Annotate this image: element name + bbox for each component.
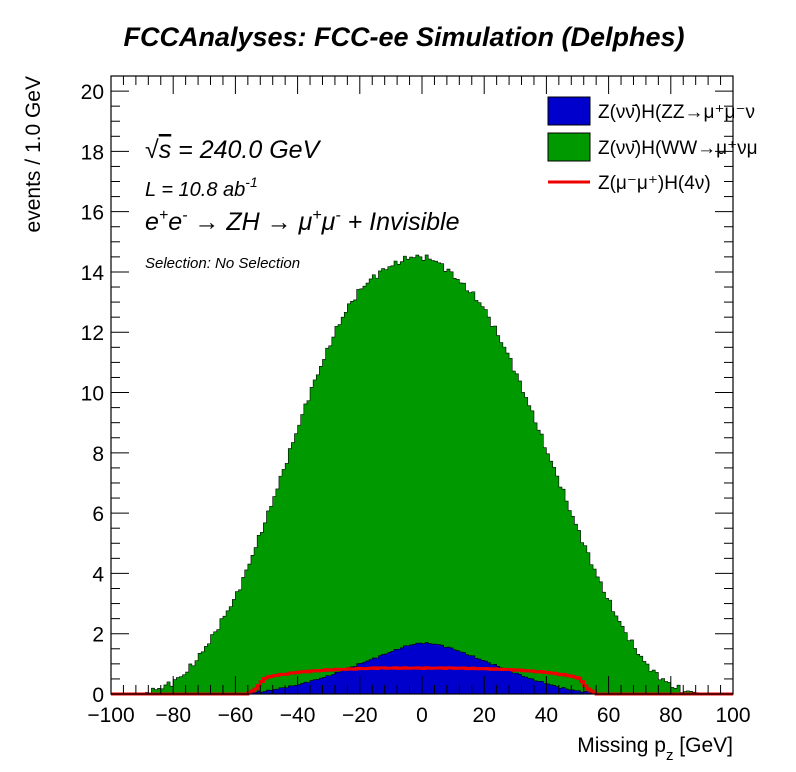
annotation-selection: Selection: No Selection: [145, 255, 300, 272]
x-tick-label: 40: [535, 704, 558, 727]
x-tick-label: −80: [155, 704, 191, 727]
legend: Z(νν̄)H(ZZ→μ⁺μ⁻ν Z(νν̄)H(WW→μ⁺νμ Z(μ⁻μ⁺)…: [547, 96, 758, 194]
annotation-process: e+e- → ZH → μ+μ- + Invisible: [145, 207, 459, 236]
legend-label-4nu: Z(μ⁻μ⁺)H(4ν): [598, 173, 711, 194]
chart-title: FCCAnalyses: FCC-ee Simulation (Delphes): [123, 22, 684, 52]
annotation-lumi: L = 10.8 ab-1: [145, 174, 258, 201]
x-tick-label: 80: [659, 704, 682, 727]
legend-label-zz: Z(νν̄)H(ZZ→μ⁺μ⁻ν: [598, 102, 755, 123]
histogram-series: [111, 254, 733, 696]
y-tick-label: 10: [81, 383, 104, 406]
y-tick-label: 2: [92, 624, 104, 647]
x-tick-label: 0: [416, 704, 428, 727]
x-tick-label: 60: [597, 704, 620, 727]
axis-ticks: −100 −80 −60 −40 −20 0 20 40 60 80 100 0 2 4 6 8 10 12 14 1…: [81, 76, 751, 727]
x-tick-label: 100: [715, 704, 750, 727]
y-tick-label: 8: [92, 443, 104, 466]
y-axis-label: events / 1.0 GeV: [22, 76, 45, 232]
y-tick-label: 6: [92, 503, 104, 526]
histogram-ww: [111, 254, 733, 695]
x-tick-label: −20: [342, 704, 378, 727]
x-tick-label: −60: [218, 704, 254, 727]
y-tick-label: 0: [92, 684, 104, 707]
y-tick-label: 12: [81, 322, 104, 345]
x-tick-label: 20: [473, 704, 496, 727]
legend-label-ww: Z(νν̄)H(WW→μ⁺νμ: [598, 138, 758, 159]
annotation-energy: √s = 240.0 GeV: [145, 136, 322, 164]
y-tick-label: 20: [81, 81, 104, 104]
y-tick-label: 14: [81, 262, 105, 285]
svg-text:√s = 240.0 GeV: √s = 240.0 GeV: [145, 136, 322, 164]
y-tick-label: 4: [92, 563, 104, 586]
y-tick-label: 16: [81, 202, 104, 225]
x-axis-label: Missing pz [GeV]: [577, 734, 733, 764]
x-tick-label: −100: [87, 704, 134, 727]
svg-text:e+e- → ZH → μ+μ- + Invisible: e+e- → ZH → μ+μ- + Invisible: [145, 207, 459, 236]
x-tick-label: −40: [280, 704, 316, 727]
legend-swatch-zz: [547, 96, 591, 126]
lumi-text: L = 10.8 ab-1: [145, 174, 258, 201]
y-tick-label: 18: [81, 141, 104, 164]
legend-swatch-ww: [547, 132, 591, 162]
